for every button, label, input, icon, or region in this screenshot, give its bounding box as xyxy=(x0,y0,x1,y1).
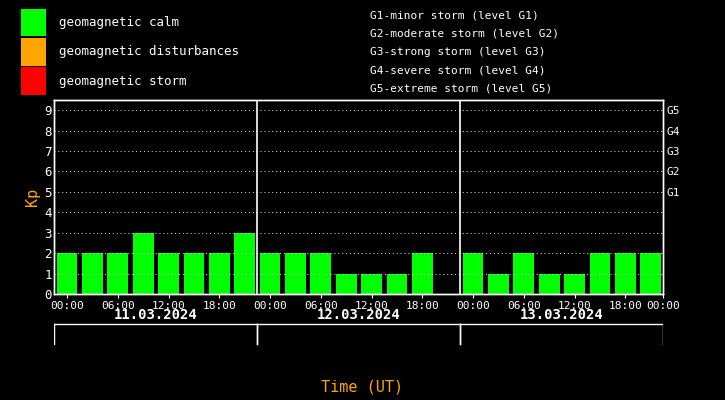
Text: 12.03.2024: 12.03.2024 xyxy=(317,308,401,322)
Bar xyxy=(615,253,636,294)
Bar xyxy=(640,253,661,294)
Bar xyxy=(107,253,128,294)
Bar xyxy=(564,274,585,294)
Bar xyxy=(361,274,382,294)
Text: G3-strong storm (level G3): G3-strong storm (level G3) xyxy=(370,47,545,57)
Bar xyxy=(463,253,484,294)
Text: 11.03.2024: 11.03.2024 xyxy=(114,308,198,322)
Bar xyxy=(234,233,255,294)
FancyBboxPatch shape xyxy=(22,68,46,95)
Bar xyxy=(513,253,534,294)
Bar xyxy=(589,253,610,294)
Bar xyxy=(488,274,509,294)
Text: G5-extreme storm (level G5): G5-extreme storm (level G5) xyxy=(370,84,552,94)
Text: 13.03.2024: 13.03.2024 xyxy=(520,308,604,322)
Text: G1-minor storm (level G1): G1-minor storm (level G1) xyxy=(370,10,539,20)
Text: geomagnetic storm: geomagnetic storm xyxy=(59,75,186,88)
Bar xyxy=(386,274,407,294)
Bar xyxy=(260,253,281,294)
Text: G4-severe storm (level G4): G4-severe storm (level G4) xyxy=(370,65,545,75)
FancyBboxPatch shape xyxy=(22,38,46,66)
FancyBboxPatch shape xyxy=(22,9,46,36)
Bar xyxy=(310,253,331,294)
Bar xyxy=(158,253,179,294)
Bar xyxy=(133,233,154,294)
Text: geomagnetic calm: geomagnetic calm xyxy=(59,16,179,29)
Bar xyxy=(82,253,103,294)
Text: G2-moderate storm (level G2): G2-moderate storm (level G2) xyxy=(370,28,558,38)
Bar xyxy=(539,274,560,294)
Text: geomagnetic disturbances: geomagnetic disturbances xyxy=(59,45,239,58)
Y-axis label: Kp: Kp xyxy=(25,188,40,206)
Bar xyxy=(209,253,230,294)
Bar xyxy=(57,253,78,294)
Text: Time (UT): Time (UT) xyxy=(321,379,404,394)
Bar xyxy=(183,253,204,294)
Bar xyxy=(412,253,433,294)
Bar xyxy=(285,253,306,294)
Bar xyxy=(336,274,357,294)
